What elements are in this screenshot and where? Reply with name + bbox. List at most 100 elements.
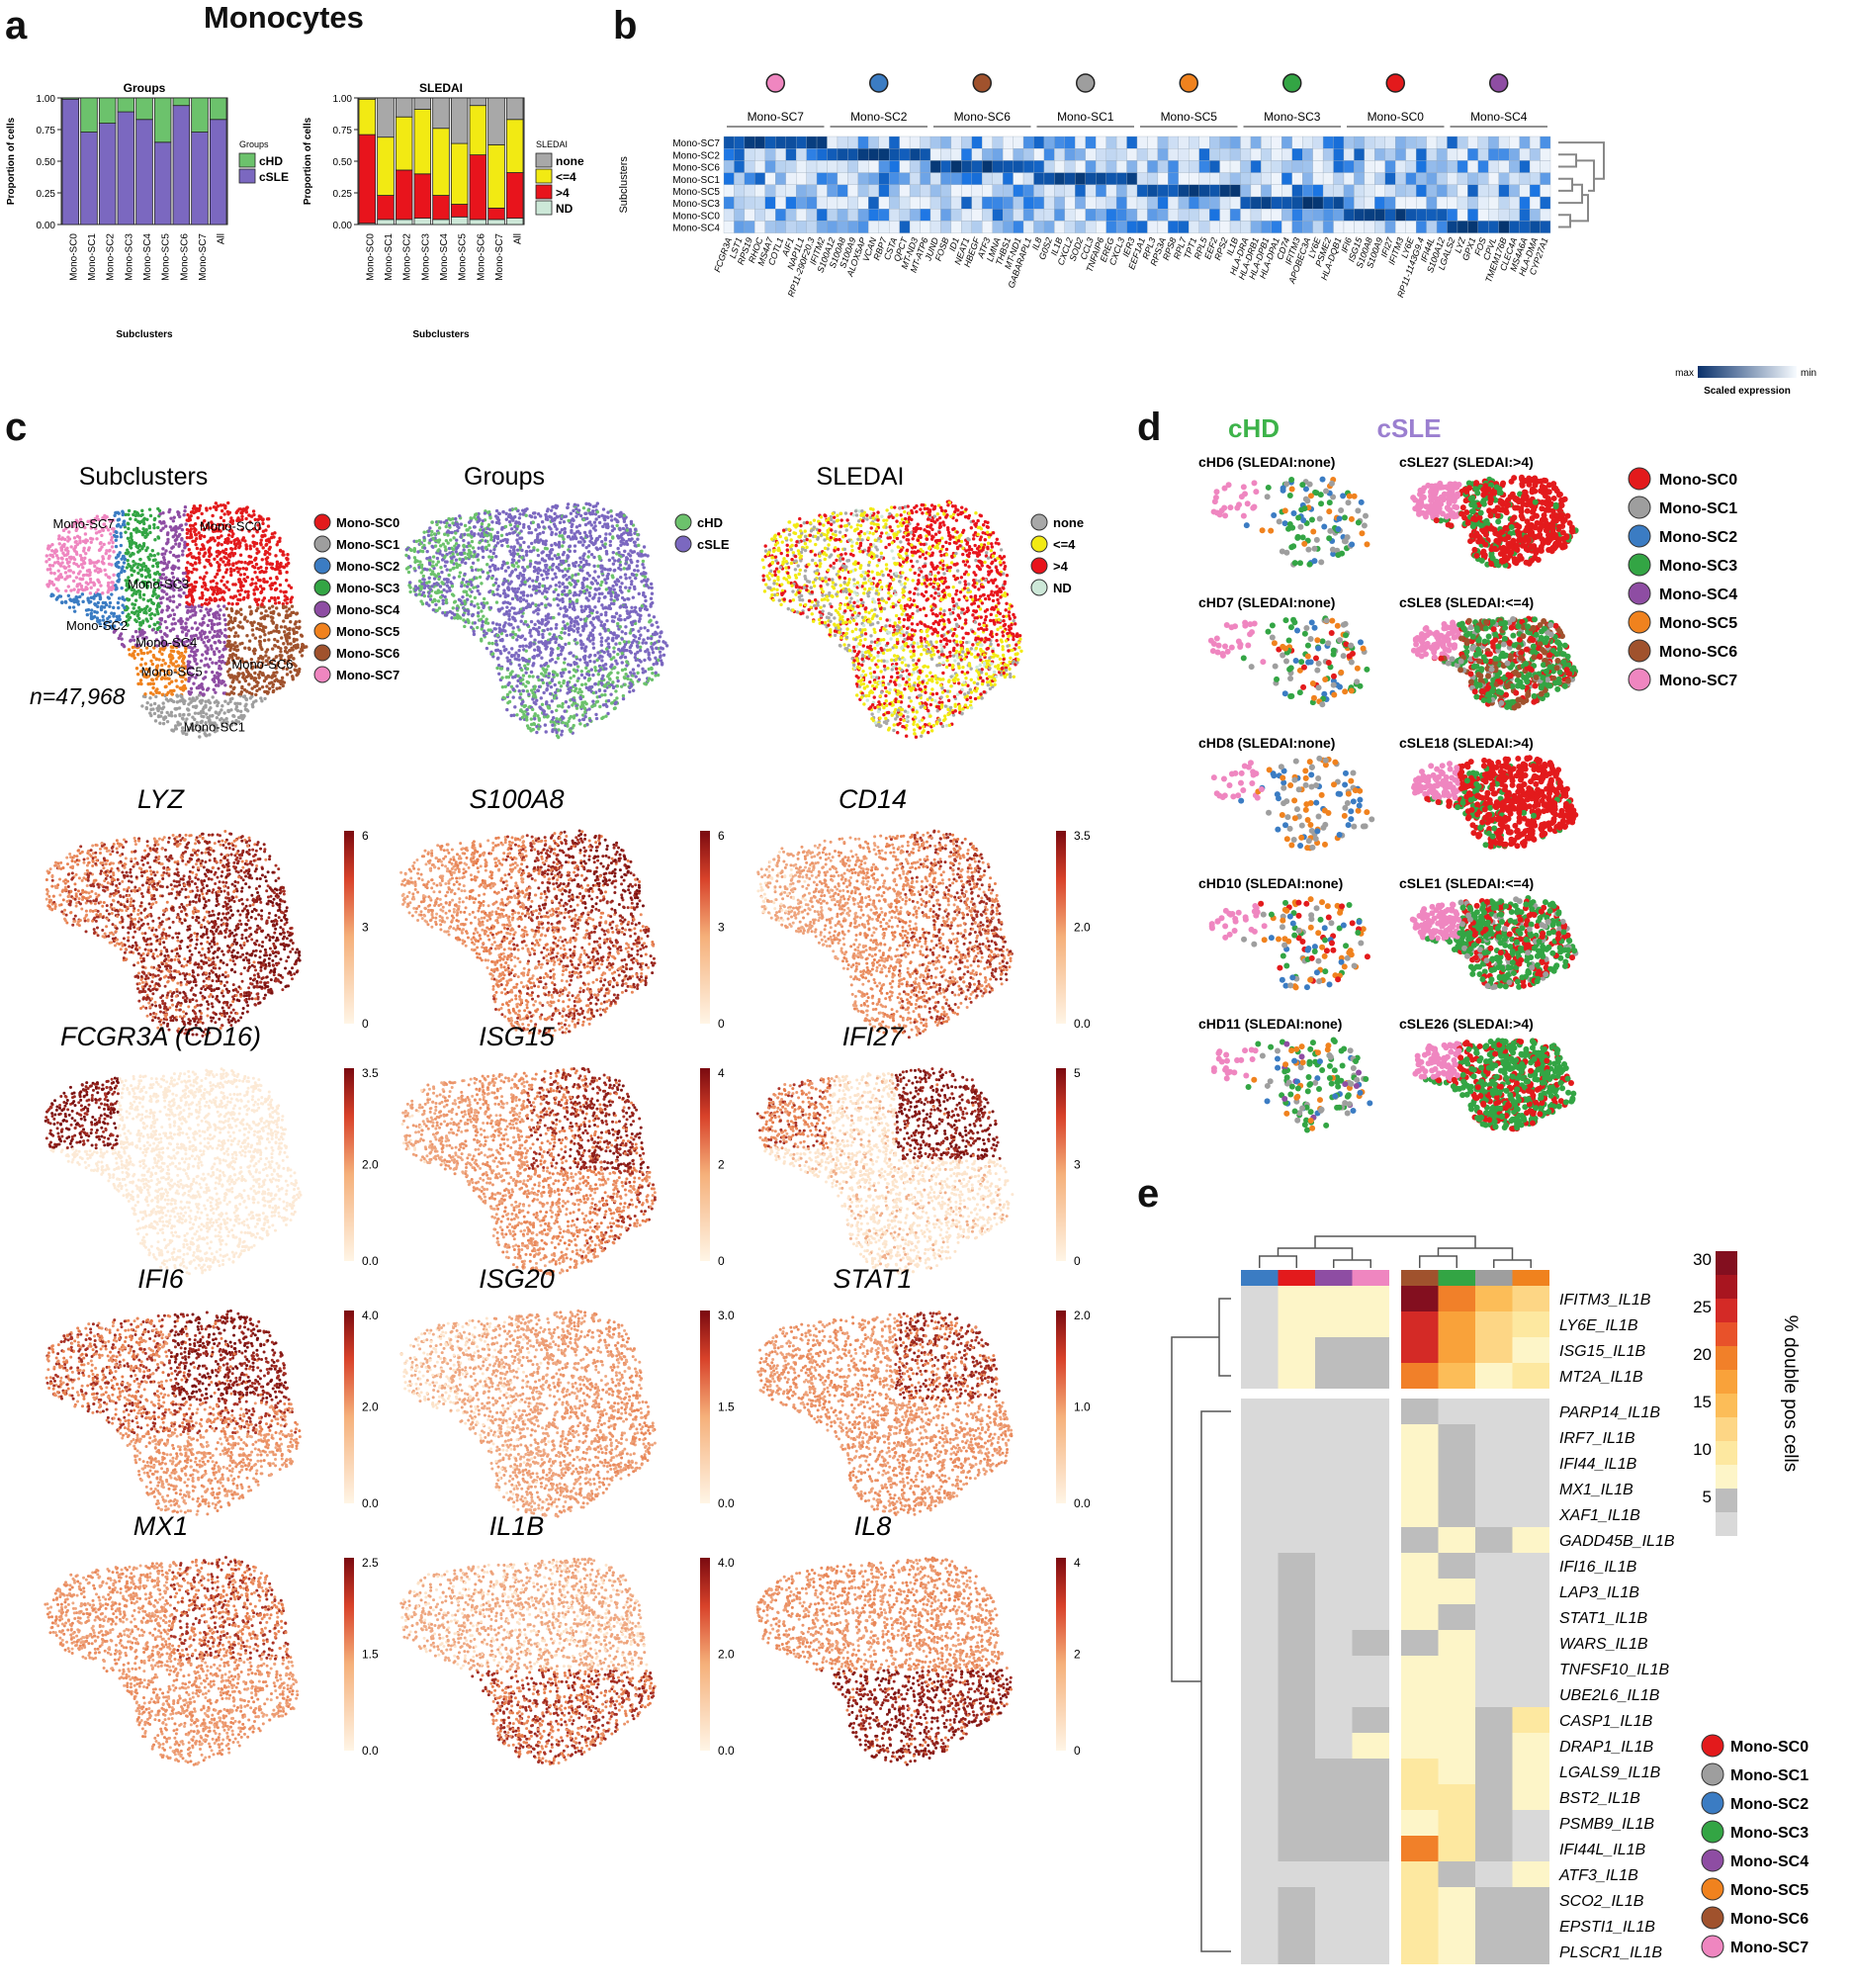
umap-point <box>223 563 227 567</box>
umap-point <box>223 628 227 632</box>
umap-point <box>218 616 221 621</box>
heat-cell <box>1312 136 1324 149</box>
umap-point <box>171 594 176 598</box>
umap-point <box>292 639 297 644</box>
umap-point <box>64 557 69 562</box>
heat-cell <box>1322 184 1334 198</box>
umap-point <box>212 589 217 593</box>
heat-cell <box>1002 221 1014 233</box>
heat-cell <box>827 172 839 185</box>
umap-point <box>238 597 242 602</box>
umap-point <box>507 608 512 613</box>
heat-cell <box>950 160 962 173</box>
umap-point <box>69 545 73 549</box>
umap-point <box>275 560 280 564</box>
umap-point <box>462 538 466 543</box>
umap-point <box>461 594 465 599</box>
umap-point <box>123 523 127 527</box>
umap-point <box>183 505 188 509</box>
heat-cell <box>1447 196 1458 210</box>
x-tick-label: Mono-SC7 <box>198 233 209 281</box>
umap-point <box>231 686 235 691</box>
legend-swatch <box>238 168 256 184</box>
heat-cell <box>1354 148 1366 161</box>
umap-point <box>101 591 105 595</box>
umap-point <box>157 625 162 629</box>
umap-point <box>500 684 505 689</box>
umap-point <box>592 564 596 569</box>
umap-point <box>63 577 67 582</box>
umap-point <box>614 689 618 693</box>
umap-point <box>222 633 227 638</box>
umap-point <box>109 532 113 536</box>
umap-point <box>71 571 76 575</box>
umap-point <box>459 522 464 526</box>
umap-point <box>149 703 153 707</box>
y-axis-label: Proportion of cells <box>6 117 17 205</box>
heat-cell <box>1281 221 1292 233</box>
heat-cell <box>1467 209 1479 222</box>
heat-cell <box>1075 136 1086 149</box>
heat-cell <box>909 196 921 210</box>
umap-point <box>255 688 259 693</box>
umap-point <box>161 555 166 560</box>
umap-point <box>473 604 477 608</box>
umap-point <box>143 575 148 580</box>
umap-point <box>244 567 248 572</box>
umap-point <box>503 569 508 573</box>
umap-point <box>144 527 148 532</box>
heat-cell <box>1529 148 1541 161</box>
umap-point <box>191 598 196 602</box>
heat-cell <box>961 184 972 198</box>
heat-cell <box>764 184 776 198</box>
umap-point <box>202 534 207 539</box>
heat-cell <box>961 221 972 233</box>
umap-point <box>259 538 263 542</box>
umap-point <box>218 597 222 601</box>
umap-point <box>126 536 131 541</box>
umap-point <box>272 629 276 633</box>
umap-point <box>118 634 123 638</box>
umap-point <box>560 534 565 538</box>
umap-point <box>583 619 587 623</box>
umap-point <box>267 638 271 642</box>
umap-point <box>259 622 263 626</box>
heat-cell <box>1219 148 1231 161</box>
umap-point <box>148 607 152 611</box>
umap-point <box>135 613 140 618</box>
umap-point <box>212 687 216 691</box>
umap-point <box>256 578 261 583</box>
umap-point <box>642 566 646 570</box>
umap-point <box>629 671 633 675</box>
heat-cell <box>1395 184 1406 198</box>
dendrogram <box>1558 153 1577 168</box>
umap-point <box>428 526 432 530</box>
umap-point <box>197 552 202 556</box>
umap-point <box>216 549 221 554</box>
umap-point <box>88 577 93 582</box>
umap-point <box>514 593 518 597</box>
heat-cell <box>837 160 848 173</box>
umap-point <box>271 647 275 651</box>
umap-point <box>188 696 192 701</box>
heat-cell <box>734 209 746 222</box>
heat-cell <box>982 172 993 185</box>
umap-point <box>265 538 270 542</box>
umap-point <box>107 588 111 592</box>
umap-point <box>153 582 157 586</box>
umap-point <box>180 625 184 630</box>
umap-point <box>494 508 499 513</box>
heat-cell <box>1384 196 1396 210</box>
heat-cell <box>1198 221 1210 233</box>
heat-cell <box>1281 172 1292 185</box>
umap-point <box>500 606 504 610</box>
umap-point <box>155 595 159 599</box>
heat-cell <box>764 136 776 149</box>
umap-point <box>186 518 191 522</box>
umap-point <box>236 674 240 678</box>
heat-cell <box>1488 160 1499 173</box>
umap-point <box>234 601 239 606</box>
heat-cell <box>971 209 983 222</box>
heat-cell <box>1426 209 1438 222</box>
umap-point <box>626 677 630 681</box>
